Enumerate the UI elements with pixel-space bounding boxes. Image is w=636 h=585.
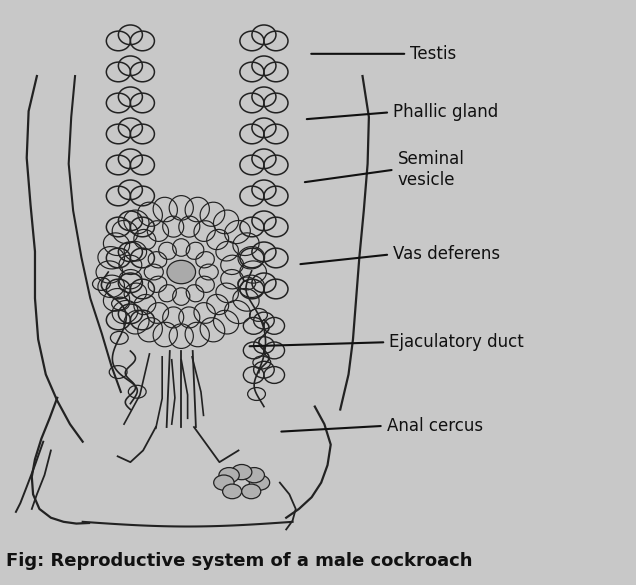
Text: Vas deferens: Vas deferens [393, 246, 500, 263]
Ellipse shape [244, 467, 265, 483]
Text: Fig: Reproductive system of a male cockroach: Fig: Reproductive system of a male cockr… [6, 552, 473, 570]
Ellipse shape [219, 467, 239, 483]
Text: Seminal
vesicle: Seminal vesicle [398, 150, 464, 189]
Ellipse shape [214, 475, 234, 490]
Ellipse shape [167, 260, 196, 284]
Ellipse shape [249, 475, 270, 490]
Ellipse shape [242, 484, 261, 498]
Text: Phallic gland: Phallic gland [393, 104, 498, 121]
Ellipse shape [223, 484, 242, 498]
Ellipse shape [232, 464, 252, 480]
Text: Anal cercus: Anal cercus [387, 417, 483, 435]
Text: Testis: Testis [410, 45, 457, 63]
Text: Ejaculatory duct: Ejaculatory duct [389, 333, 524, 351]
